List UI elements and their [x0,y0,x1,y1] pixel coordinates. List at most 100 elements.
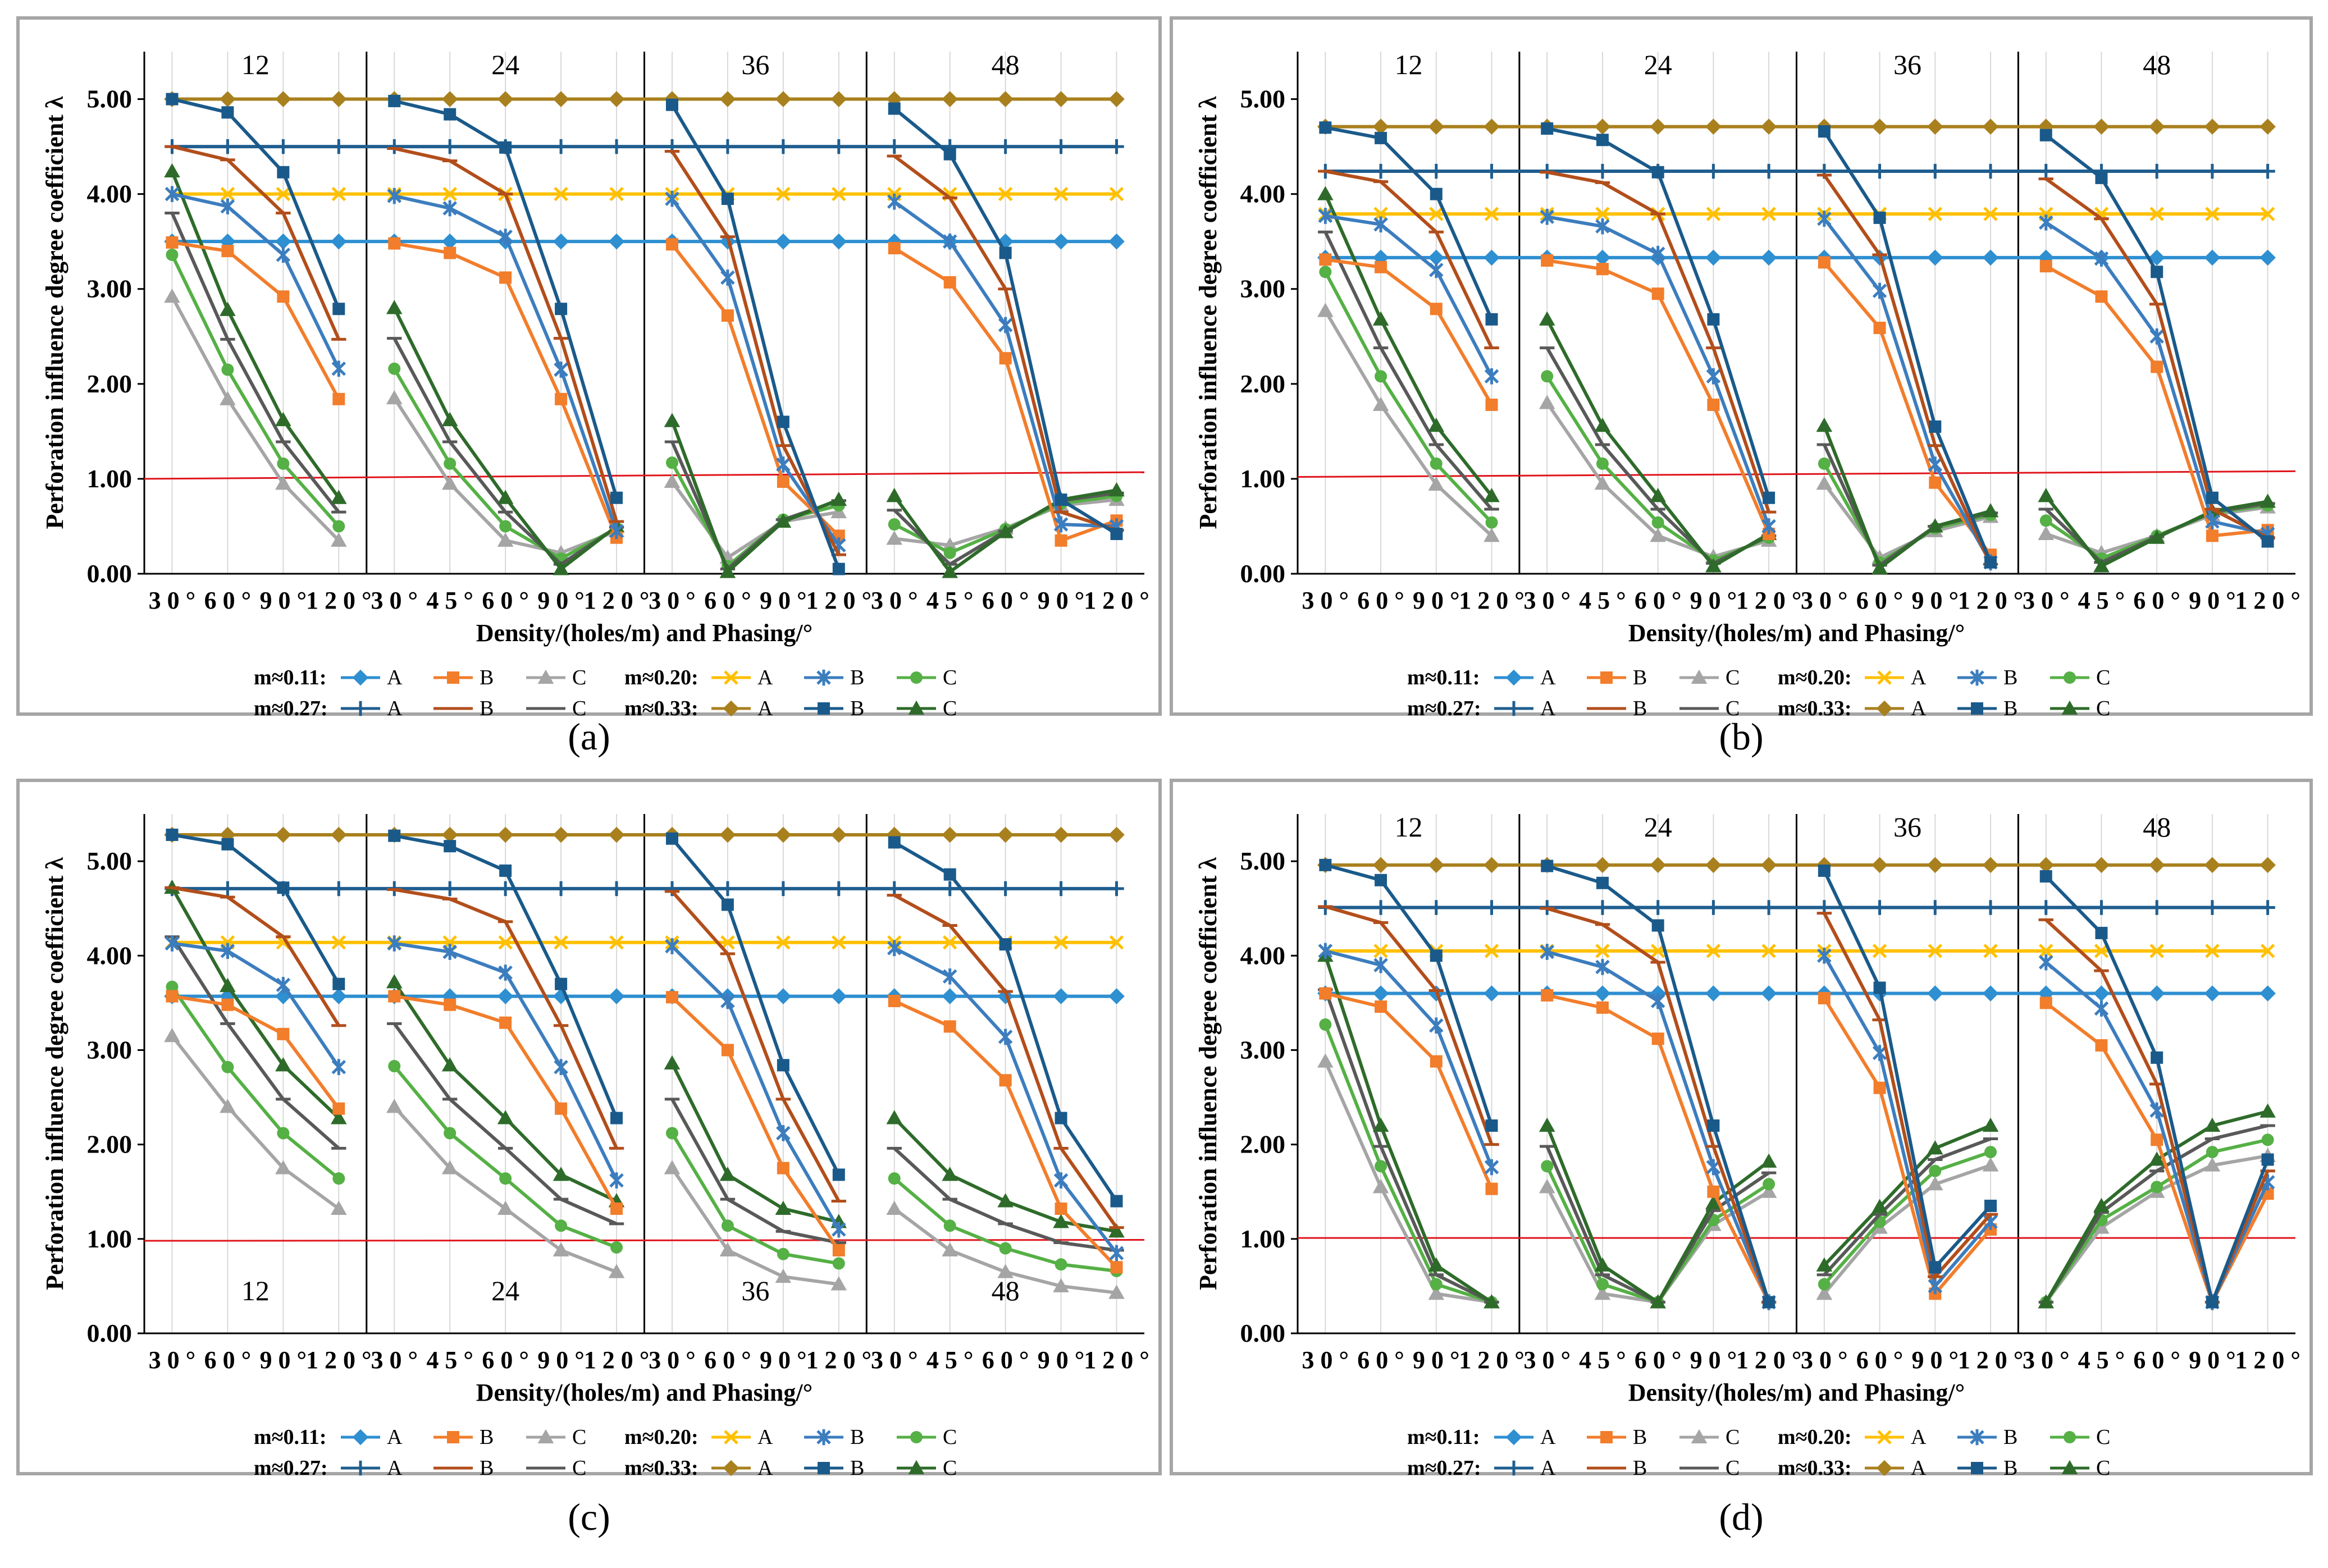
series-line [1323,1023,1492,1304]
x-tick-label: 4 5 ° [426,587,473,614]
data-point [2205,513,2220,530]
data-point [2259,1103,2276,1118]
data-point [499,864,512,877]
data-point [1871,560,1888,574]
data-point [1541,860,1554,872]
chart-panel: 0.001.002.003.004.005.003 0 ° 6 0 ° 9 0 °1… [16,16,1162,720]
data-point [943,148,956,161]
legend-swatch-marker [1876,1460,1893,1476]
x-tick-label: 1 2 0 ° [2235,587,2300,614]
data-point [775,1268,792,1283]
data-point [1871,118,1888,135]
legend-swatch-marker [1877,670,1892,685]
x-tick-label: 6 0 ° [704,1346,751,1374]
y-tick-label: 4.00 [1240,941,1286,970]
data-point [1650,900,1665,915]
data-point [331,532,347,547]
data-point [1705,1195,1722,1209]
data-point [1541,122,1554,135]
data-point [1485,399,1498,412]
legend-swatch-marker [2064,671,2076,684]
data-point [1539,395,1555,409]
legend-swatch-marker [816,669,831,686]
data-point [164,1027,180,1043]
data-point [1429,262,1444,278]
data-point [1594,476,1611,490]
data-point [1650,944,1665,958]
data-point [2039,514,2052,527]
series-line [1823,870,1992,1271]
legend-entry-label: B [850,666,864,689]
legend-group-label: m≈0.20: [624,1425,699,1449]
data-point [1108,91,1125,107]
data-point [1871,857,1888,874]
legend-entry-label: C [1726,1456,1740,1480]
data-point [1706,944,1721,958]
x-tick-label: 6 0 ° [482,587,529,614]
data-point [1705,249,1722,266]
data-point [942,1242,958,1256]
data-point [886,1200,903,1215]
data-point [832,935,846,950]
data-point [220,977,236,993]
data-point [1428,900,1444,915]
data-point [1873,981,1886,994]
data-point [1541,1160,1554,1173]
data-point [554,935,568,950]
legend-swatch-marker [2061,1460,2078,1474]
data-point [2259,118,2276,135]
y-tick-label: 5.00 [87,847,133,875]
data-point [555,977,568,990]
legend-entry-label: C [2096,1456,2110,1480]
data-point [441,412,458,427]
data-point [2038,1294,2055,1309]
data-point [942,826,958,843]
data-point [1485,1182,1498,1195]
data-point [220,301,236,316]
data-point [553,233,569,250]
data-point [721,1044,734,1057]
series-line [1823,261,1992,556]
y-axis-title: Perforation influence degree coefficient… [1194,857,1222,1290]
data-point [2039,129,2052,141]
data-point [221,245,234,258]
data-point [1872,900,1887,915]
data-point [332,1172,345,1185]
legend-entry-label: B [2003,1425,2017,1449]
data-point [276,139,291,154]
data-point [2039,996,2052,1009]
x-tick-label: 6 0 ° [2133,587,2180,614]
data-point [775,91,792,107]
legend-entry-label: A [757,1425,773,1449]
data-point [609,186,624,202]
data-point [1428,857,1445,874]
data-point [1317,186,1334,200]
data-point [276,977,291,993]
data-point [275,1160,291,1174]
legend-entry-label: C [2096,666,2110,689]
data-point [1706,163,1721,179]
data-point [1375,1160,1387,1173]
x-axis-title: Density/(holes/m) and Phasing/° [1628,619,1965,647]
panel-caption: (d) [1719,1496,1763,1538]
data-point [998,1028,1013,1045]
x-tick-label: 3 0 ° [2023,587,2070,614]
data-point [386,1099,403,1113]
data-point [1763,1178,1775,1191]
legend-swatch-marker [1877,1430,1892,1444]
series-line [1323,989,1492,1304]
data-point [1761,163,1777,179]
data-point [1373,944,1388,958]
data-point [1483,249,1500,266]
data-point [665,238,678,251]
x-tick-label: 9 0 ° [537,1346,585,1374]
legend-entry-label: A [757,697,773,720]
data-point [664,413,681,427]
data-point [999,1074,1012,1087]
data-point [1319,121,1332,134]
data-point [832,563,845,575]
data-point [1319,253,1332,266]
series-line [171,1035,340,1210]
data-point [1541,254,1554,267]
legend-entry-label: A [1911,666,1927,689]
